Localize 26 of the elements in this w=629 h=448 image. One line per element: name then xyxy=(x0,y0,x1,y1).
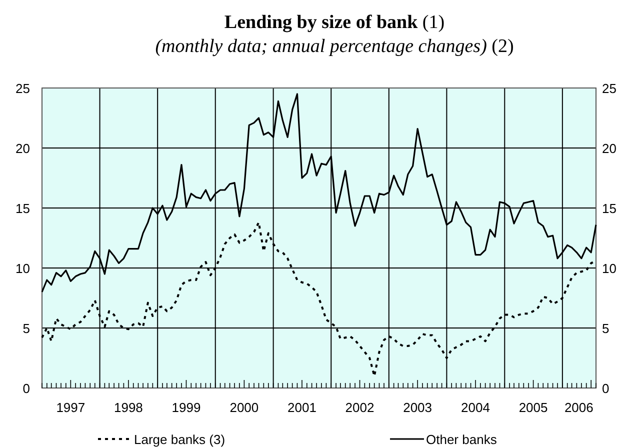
x-tick-label: 2002 xyxy=(345,400,374,415)
x-tick-label: 1998 xyxy=(114,400,143,415)
y2-tick-label: 10 xyxy=(602,261,616,276)
x-tick-label: 2006 xyxy=(564,400,594,415)
x-tick-label: 1997 xyxy=(56,400,86,415)
y-tick-label: 25 xyxy=(16,81,30,96)
legend-label: Large banks (3) xyxy=(134,432,226,447)
y-tick-label: 10 xyxy=(16,261,30,276)
y2-tick-label: 20 xyxy=(602,141,616,156)
chart-title: Lending by size of bank (1) xyxy=(224,12,445,33)
legend-label: Other banks xyxy=(426,432,498,447)
chart-subtitle: (monthly data; annual percentage changes) (2) xyxy=(155,36,514,57)
y2-tick-label: 15 xyxy=(602,201,616,216)
x-tick-label: 2003 xyxy=(403,400,432,415)
y2-tick-label: 25 xyxy=(602,81,616,96)
x-tick-label: 2005 xyxy=(518,400,548,415)
y-tick-label: 15 xyxy=(16,201,30,216)
y-tick-label: 5 xyxy=(22,321,30,336)
y2-tick-label: 0 xyxy=(602,381,610,396)
x-tick-label: 2004 xyxy=(461,400,490,415)
x-tick-label: 2001 xyxy=(288,400,316,415)
y-tick-label: 20 xyxy=(16,141,30,156)
y2-tick-label: 5 xyxy=(602,321,610,336)
x-tick-label: 2000 xyxy=(230,400,259,415)
x-tick-label: 1999 xyxy=(172,400,201,415)
y-tick-label: 0 xyxy=(22,381,30,396)
